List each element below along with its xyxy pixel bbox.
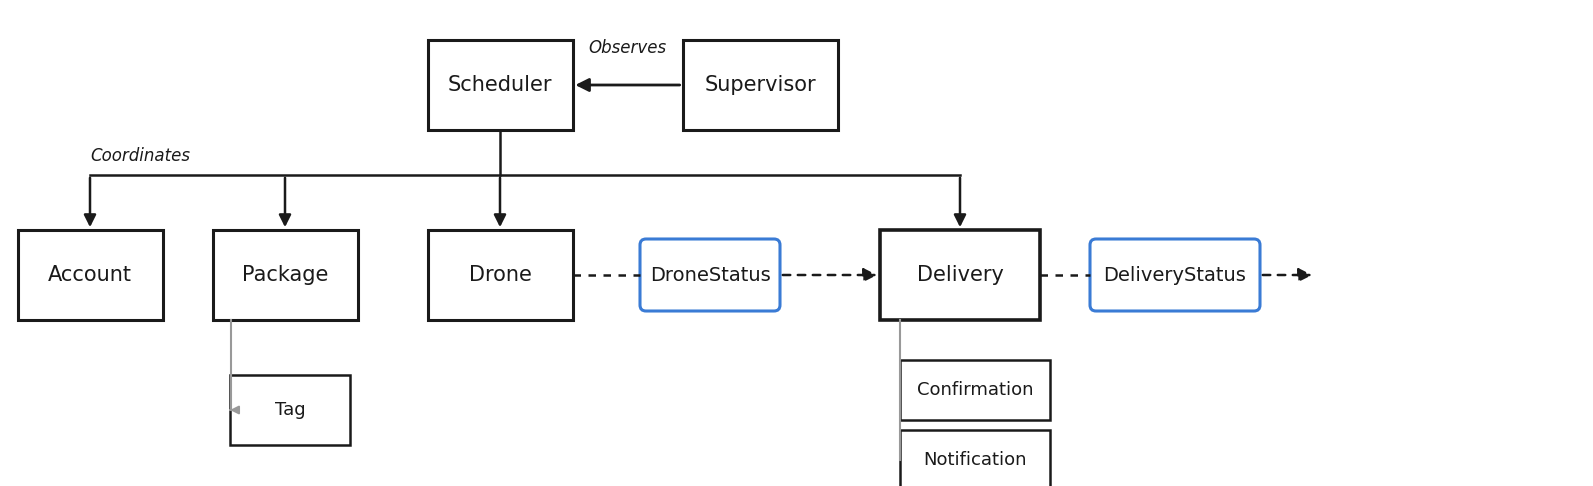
Text: Account: Account [48, 265, 132, 285]
Text: Delivery: Delivery [916, 265, 1004, 285]
Text: Coordinates: Coordinates [89, 147, 190, 165]
Text: DroneStatus: DroneStatus [650, 265, 771, 284]
Text: Notification: Notification [924, 451, 1027, 469]
FancyBboxPatch shape [427, 40, 572, 130]
FancyBboxPatch shape [229, 375, 350, 445]
FancyBboxPatch shape [900, 430, 1050, 486]
Text: Drone: Drone [468, 265, 532, 285]
FancyBboxPatch shape [1090, 239, 1260, 311]
Text: Observes: Observes [588, 39, 666, 57]
FancyBboxPatch shape [879, 230, 1040, 320]
FancyBboxPatch shape [900, 360, 1050, 420]
FancyBboxPatch shape [212, 230, 357, 320]
FancyBboxPatch shape [427, 230, 572, 320]
Text: Package: Package [242, 265, 328, 285]
Text: Tag: Tag [274, 401, 306, 419]
FancyBboxPatch shape [18, 230, 162, 320]
FancyBboxPatch shape [640, 239, 781, 311]
Text: Supervisor: Supervisor [704, 75, 816, 95]
Text: DeliveryStatus: DeliveryStatus [1104, 265, 1246, 284]
Text: Confirmation: Confirmation [916, 381, 1034, 399]
Text: Scheduler: Scheduler [448, 75, 553, 95]
FancyBboxPatch shape [682, 40, 838, 130]
